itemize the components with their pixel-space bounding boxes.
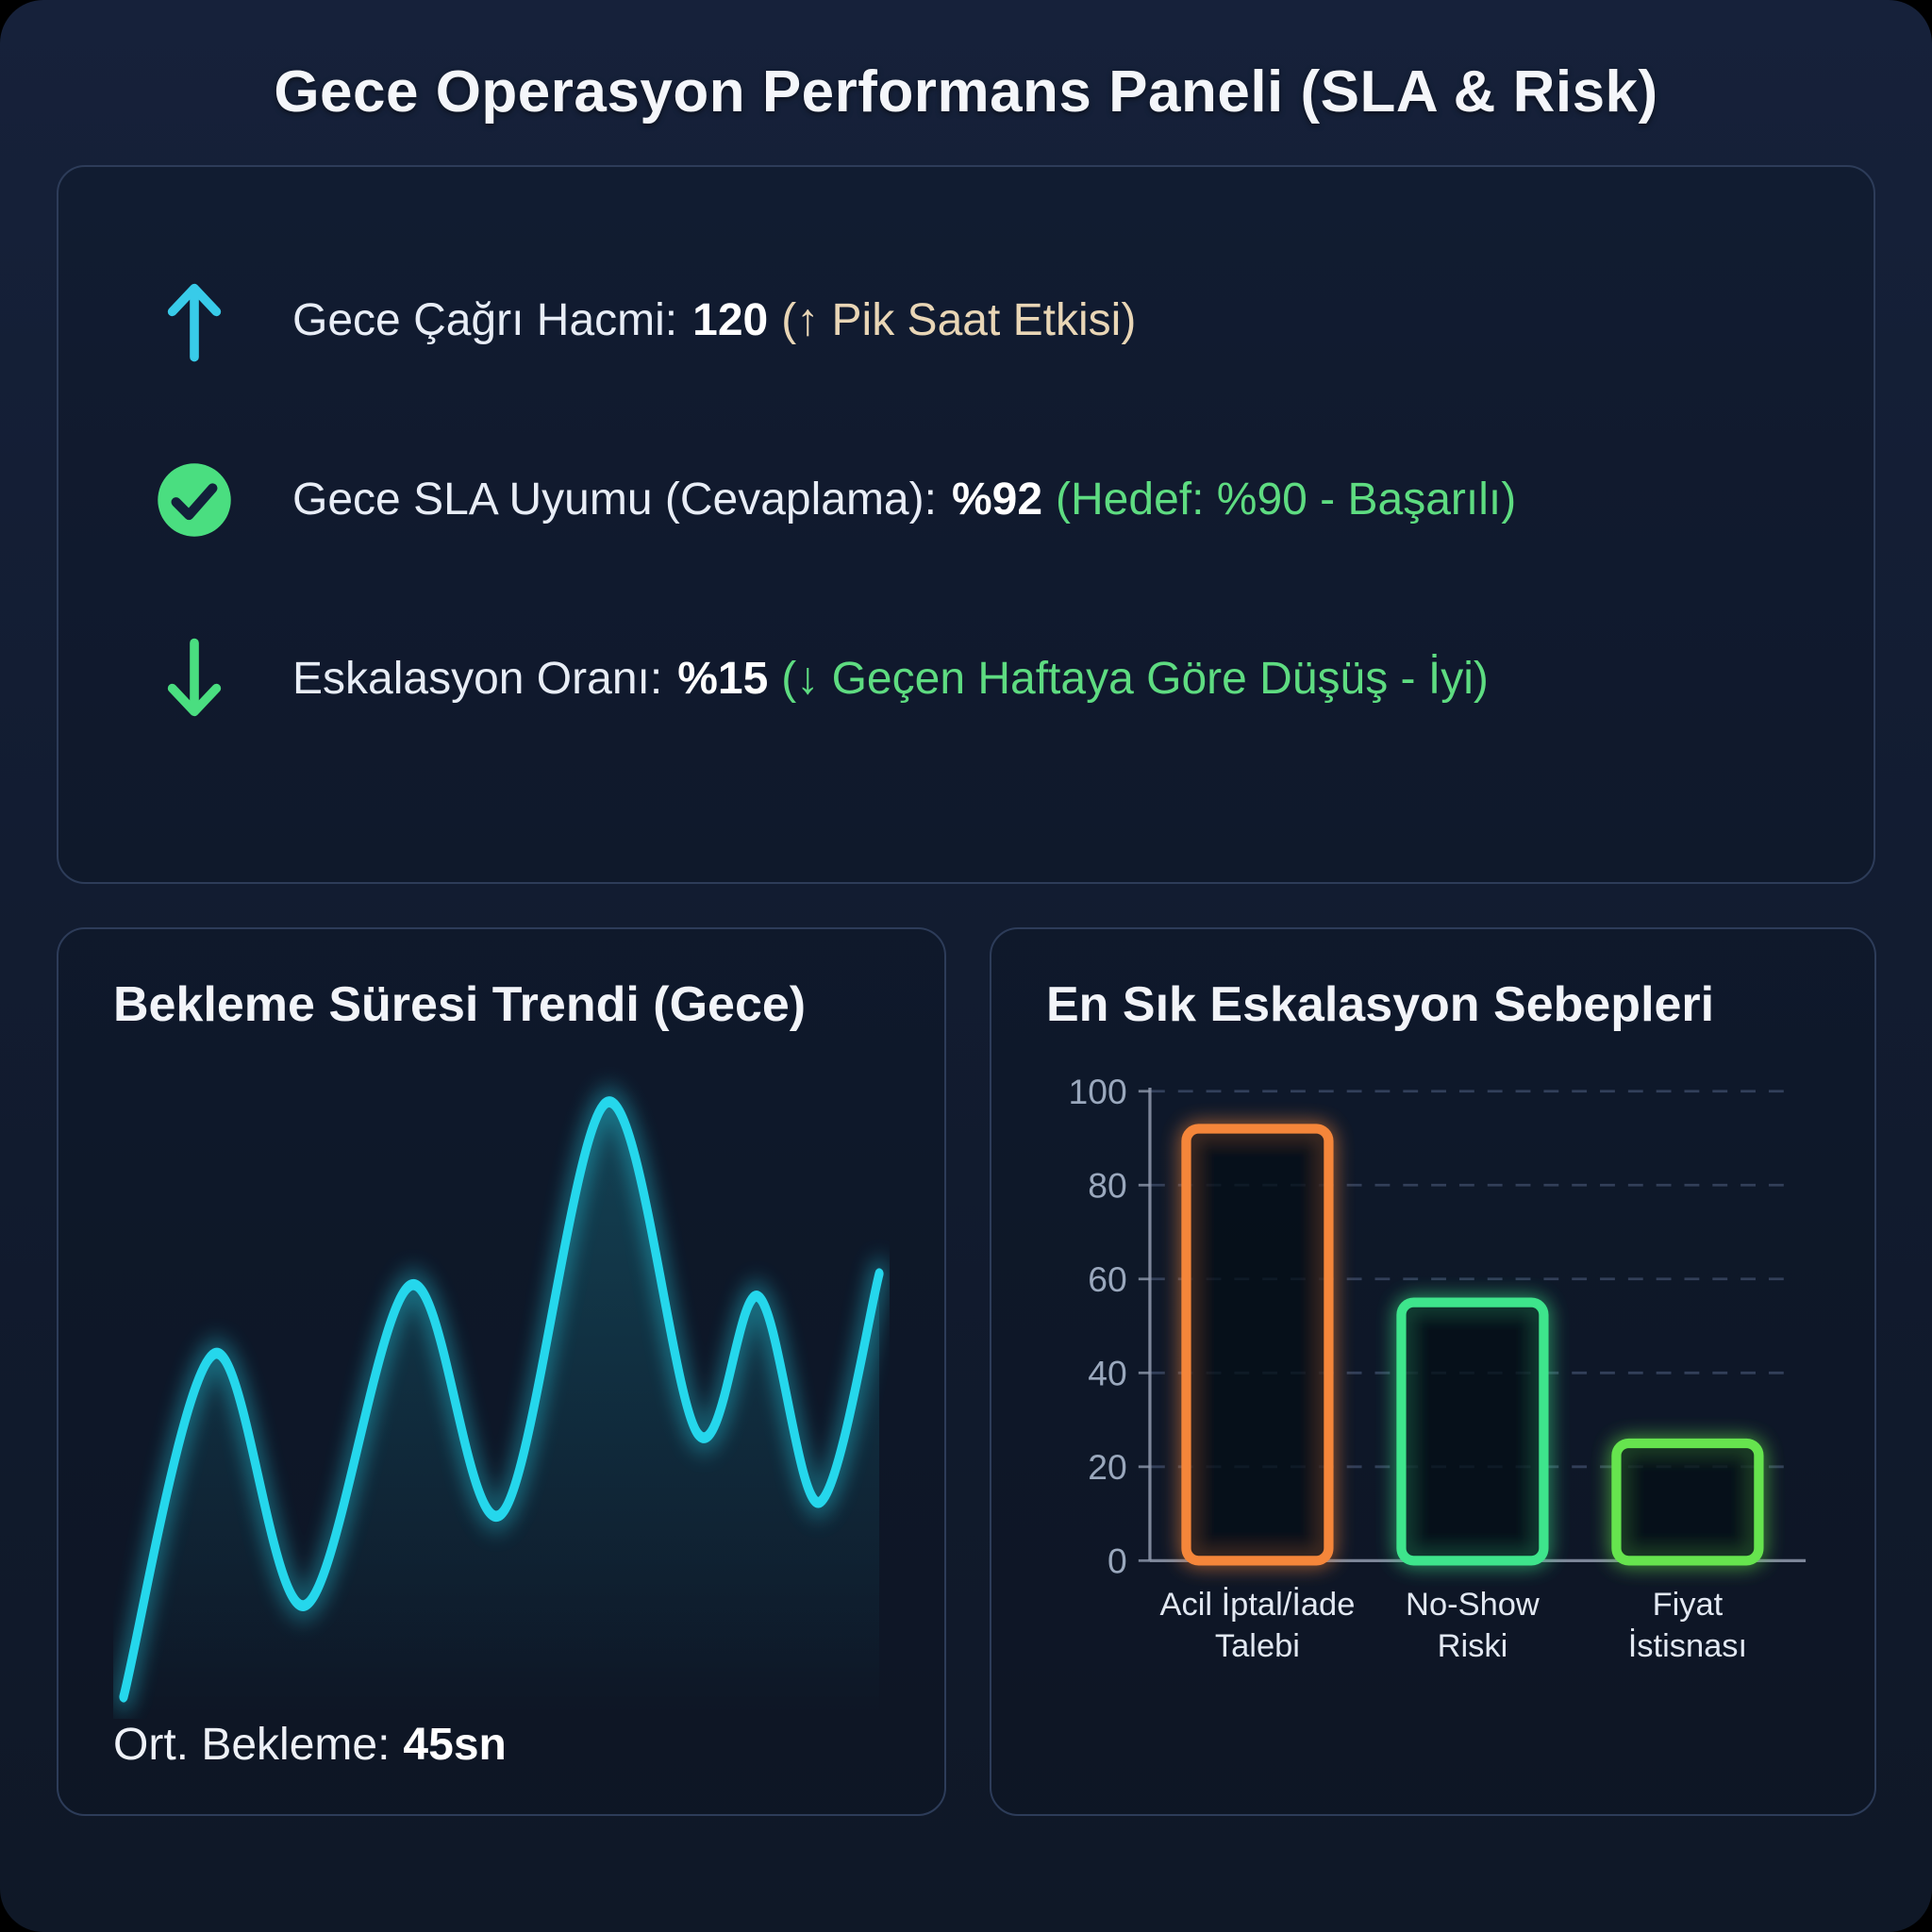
- bar-1: [1181, 1124, 1334, 1566]
- kpi-call-volume-text: Gece Çağrı Hacmi: 120 (↑ Pik Saat Etkisi): [292, 293, 1136, 348]
- bar-category-label: No-Show: [1406, 1587, 1540, 1623]
- page-title: Gece Operasyon Performans Paneli (SLA & …: [274, 59, 1658, 125]
- kpi-value: 120: [692, 295, 769, 346]
- kpi-note: (↓ Geçen Haftaya Göre Düşüş - İyi): [781, 654, 1489, 705]
- y-tick-label: 80: [1088, 1165, 1126, 1205]
- kpi-label: Gece Çağrı Hacmi:: [292, 295, 678, 346]
- kpi-row-sla: Gece SLA Uyumu (Cevaplama): %92 (Hedef: %9…: [149, 461, 1783, 539]
- bar-category-label: Acil İptal/İade: [1159, 1586, 1355, 1623]
- wait-time-trend-panel: Bekleme Süresi Trendi (Gece) Ort. Beklem…: [57, 927, 946, 1816]
- y-tick-label: 100: [1069, 1072, 1127, 1111]
- wait-time-line: [119, 1096, 884, 1703]
- bar-category-label: Talebi: [1215, 1628, 1300, 1664]
- arrow-down-icon: [149, 637, 240, 722]
- bar-category-label: İstisnası: [1628, 1627, 1747, 1664]
- bar-category-label: Fiyat: [1653, 1587, 1724, 1623]
- kpi-row-call-volume: Gece Çağrı Hacmi: 120 (↑ Pik Saat Etkisi): [149, 278, 1783, 363]
- kpi-note: (↑ Pik Saat Etkisi): [781, 295, 1137, 346]
- wait-trend-title: Bekleme Süresi Trendi (Gece): [113, 977, 807, 1032]
- kpi-value: %92: [951, 475, 1043, 525]
- average-wait-text: Ort. Bekleme: 45sn: [113, 1719, 890, 1771]
- bar-category-label: Riski: [1438, 1628, 1508, 1664]
- check-circle-icon: [149, 461, 240, 539]
- escalation-reasons-title: En Sık Eskalasyon Sebepleri: [1046, 977, 1715, 1032]
- kpi-summary-card: Gece Çağrı Hacmi: 120 (↑ Pik Saat Etkisi) …: [57, 165, 1875, 884]
- y-tick-label: 40: [1088, 1353, 1126, 1392]
- y-tick-label: 0: [1108, 1541, 1127, 1580]
- arrow-up-icon: [149, 278, 240, 363]
- kpi-row-escalation: Eskalasyon Oranı: %15 (↓ Geçen Haftaya Gör…: [149, 637, 1783, 722]
- line-area-fill: [123, 1102, 880, 1717]
- kpi-value: %15: [677, 654, 769, 705]
- kpi-label: Gece SLA Uyumu (Cevaplama):: [292, 475, 937, 525]
- escalation-reasons-panel: En Sık Eskalasyon Sebepleri 0 20 40 60 80 100…: [990, 927, 1876, 1816]
- kpi-label: Eskalasyon Oranı:: [292, 654, 663, 705]
- kpi-escalation-text: Eskalasyon Oranı: %15 (↓ Geçen Haftaya Gör…: [292, 652, 1489, 707]
- escalation-bar-chart: 0 20 40 60 80 100 Acil İptal/İade Talebi No-Show…: [1069, 1072, 1807, 1664]
- average-wait-value: 45sn: [403, 1720, 507, 1770]
- chart-panels: Bekleme Süresi Trendi (Gece) Ort. Beklem…: [57, 927, 1876, 1816]
- bar-3: [1611, 1438, 1764, 1566]
- y-tick-label: 60: [1088, 1259, 1126, 1299]
- kpi-sla-text: Gece SLA Uyumu (Cevaplama): %92 (Hedef: %9…: [292, 473, 1516, 527]
- kpi-note: (Hedef: %90 - Başarılı): [1056, 475, 1517, 525]
- bar-2: [1396, 1297, 1549, 1566]
- y-tick-label: 20: [1088, 1447, 1126, 1487]
- average-wait-label: Ort. Bekleme:: [113, 1720, 391, 1770]
- wait-time-line-chart: [113, 1088, 890, 1717]
